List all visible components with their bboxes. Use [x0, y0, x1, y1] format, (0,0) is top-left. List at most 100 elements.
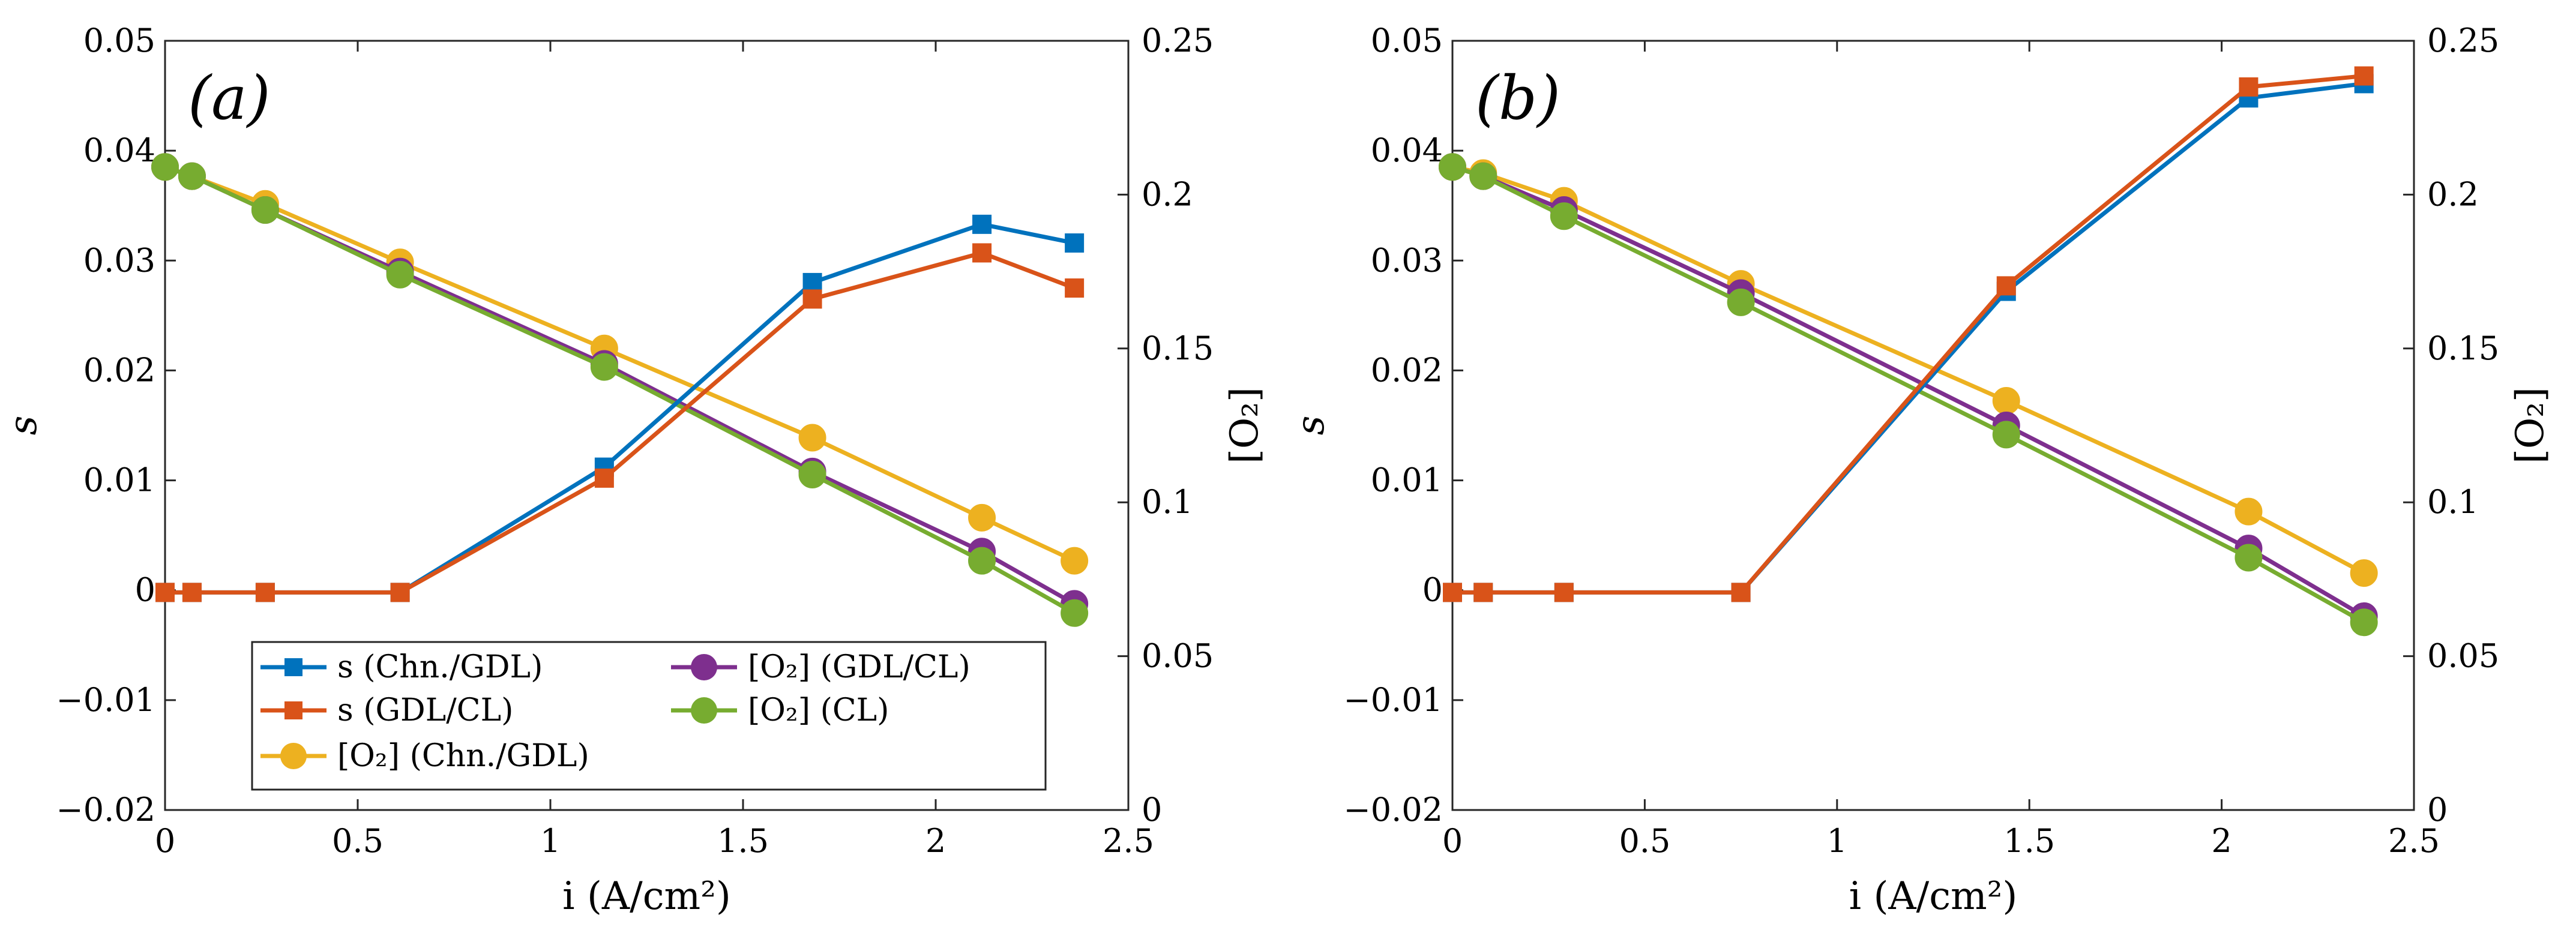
y-right-axis-label: [O₂]: [1223, 387, 1267, 464]
data-point-square: [1065, 233, 1085, 253]
legend-entry: s (Chn./GDL): [260, 649, 543, 685]
y-right-tick-label: 0.05: [2427, 637, 2499, 675]
data-point-square: [1554, 583, 1574, 602]
legend-label: [O₂] (Chn./GDL): [337, 738, 589, 774]
series-2: [151, 153, 1089, 575]
y-left-tick-label: 0.03: [1371, 241, 1443, 279]
y-right-tick-label: 0: [2427, 791, 2448, 829]
data-point-circle: [2350, 559, 2378, 587]
data-point-square: [255, 583, 275, 602]
x-axis-label: i (A/cm²): [562, 874, 731, 919]
data-point-square: [1443, 583, 1462, 602]
legend-entry: [O₂] (GDL/CL): [671, 649, 971, 685]
data-point-square: [390, 583, 410, 602]
y-left-tick-label: 0.04: [1371, 131, 1443, 169]
data-point-square: [182, 583, 202, 602]
legend-label: [O₂] (GDL/CL): [748, 649, 971, 685]
data-point-circle: [1061, 547, 1089, 575]
series-line: [164, 164, 1076, 615]
legend-marker-circle: [691, 654, 717, 680]
y-left-tick-label: −0.01: [1344, 681, 1443, 719]
data-point-circle: [798, 461, 826, 489]
y-right-tick-label: 0.2: [1142, 175, 1193, 213]
series-line: [1452, 74, 2365, 595]
data-point-circle: [2234, 497, 2263, 526]
data-point-square: [594, 468, 614, 488]
legend-label: s (GDL/CL): [337, 692, 513, 728]
data-point-circle: [1992, 386, 2020, 415]
x-tick-label: 2.5: [1103, 822, 1154, 860]
y-right-tick-label: 0.25: [2427, 22, 2499, 59]
y-left-tick-label: 0.04: [83, 131, 155, 169]
legend-box: [251, 641, 1047, 791]
data-point-square: [2239, 77, 2259, 97]
series-line: [165, 251, 1076, 595]
x-tick-label: 2.5: [2388, 822, 2440, 860]
x-axis-label: i (A/cm²): [1849, 874, 2018, 919]
data-point-circle: [1439, 153, 1466, 181]
legend-label: s (Chn./GDL): [337, 649, 543, 685]
data-point-square: [2354, 66, 2374, 86]
series-1: [1443, 66, 2374, 602]
y-left-tick-label: 0.01: [1371, 461, 1443, 499]
y-left-tick-label: −0.02: [56, 791, 155, 829]
data-point-square: [972, 214, 992, 234]
y-left-tick-label: 0.05: [83, 22, 155, 59]
y-left-tick-label: 0.02: [1371, 351, 1443, 389]
data-point-circle: [1992, 421, 2020, 449]
y-right-tick-label: 0.15: [2427, 329, 2499, 367]
data-point-square: [1731, 583, 1751, 602]
legend-entry: [O₂] (CL): [671, 692, 889, 728]
data-point-circle: [2350, 608, 2378, 637]
series-line: [1452, 81, 2365, 595]
data-point-circle: [251, 196, 279, 224]
data-point-circle: [968, 503, 996, 532]
data-point-circle: [1550, 202, 1578, 230]
series-1: [155, 243, 1085, 602]
y-left-axis-label: s: [1, 416, 46, 436]
y-right-tick-label: 0.05: [1142, 637, 1214, 675]
data-point-square: [972, 243, 992, 263]
y-left-tick-label: 0.05: [1371, 22, 1443, 59]
data-point-circle: [968, 547, 996, 575]
y-right-tick-label: 0.15: [1142, 329, 1214, 367]
legend-marker-square: [284, 701, 302, 719]
legend-marker-circle: [691, 697, 717, 724]
x-tick-label: 0.5: [332, 822, 384, 860]
y-left-axis-label: s: [1289, 416, 1333, 436]
x-tick-label: 2: [925, 822, 946, 860]
y-right-axis-label: [O₂]: [2508, 387, 2553, 464]
plot-frame: [164, 40, 1130, 811]
y-left-tick-label: 0.02: [83, 351, 155, 389]
data-point-square: [1473, 583, 1493, 602]
data-point-square: [155, 583, 175, 602]
legend-entry: s (GDL/CL): [260, 692, 513, 728]
series-line: [1451, 164, 2365, 625]
legend-marker-circle: [280, 743, 307, 769]
y-left-tick-label: −0.02: [1344, 791, 1443, 829]
y-left-tick-label: 0.01: [83, 461, 155, 499]
y-left-tick-label: 0.03: [83, 241, 155, 279]
data-point-circle: [178, 162, 206, 190]
series-0: [1443, 74, 2374, 602]
data-point-square: [802, 289, 822, 309]
data-point-circle: [590, 353, 618, 381]
series-4: [1439, 153, 2378, 637]
y-right-tick-label: 0: [1142, 791, 1162, 829]
y-left-tick-label: 0: [135, 571, 155, 609]
y-left-tick-label: −0.01: [56, 681, 155, 719]
x-tick-label: 0: [155, 822, 175, 860]
data-point-circle: [798, 424, 826, 452]
legend: s (Chn./GDL) s (GDL/CL) [O₂] (Chn./GDL) [O₂…: [251, 641, 1047, 791]
data-point-circle: [1727, 288, 1755, 316]
legend-entry: [O₂] (Chn./GDL): [260, 738, 589, 774]
x-tick-label: 1: [540, 822, 561, 860]
x-tick-label: 1: [1827, 822, 1847, 860]
y-right-tick-label: 0.1: [1142, 483, 1193, 521]
panel-b: 0 0.5 1 1.5 2 2.5 −0.02 −0.01 0 0.01 0.02 0.03 0.04 0…: [1289, 22, 2553, 919]
y-right-tick-label: 0.2: [2427, 175, 2479, 213]
x-tick-label: 0: [1442, 822, 1463, 860]
y-right-tick-label: 0.25: [1142, 22, 1214, 59]
data-point-circle: [386, 260, 414, 289]
